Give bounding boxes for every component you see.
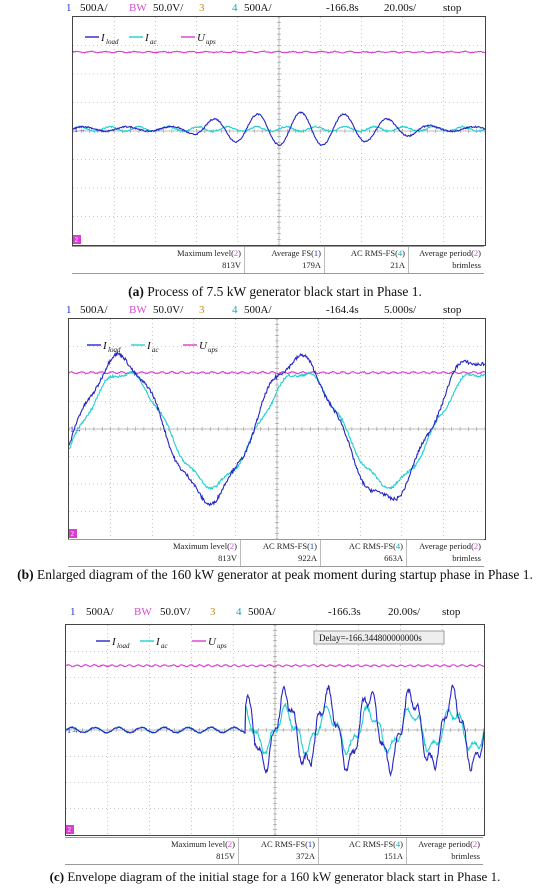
measurement-3: AC RMS-FS(4) 151A: [318, 838, 406, 864]
ch2-ground-marker: [69, 529, 77, 538]
ch2-scale: 50.0V/: [153, 304, 184, 316]
panel-c: 1 500A/ BW 50.0V/ 3 4 500A/ -166.3s 20.0…: [0, 604, 550, 889]
legend-subscript-ac: ac: [150, 38, 158, 46]
ch3-number: 3: [199, 2, 205, 14]
measurement-4: Average period(2) brimless: [406, 838, 483, 864]
ch3-number: 3: [210, 606, 216, 618]
bw-label: BW: [134, 606, 152, 618]
legend-label-ups: U: [199, 340, 208, 352]
legend-subscript-ups: ups: [208, 346, 218, 354]
measurement-3: AC RMS-FS(4) 21A: [324, 247, 408, 273]
legend-subscript-ups: ups: [206, 38, 216, 46]
ch1-marker: 1→: [70, 425, 82, 434]
run-state: stop: [443, 2, 462, 14]
legend-subscript-ac: ac: [161, 642, 169, 650]
delay-text: Delay=-166.344800000000s: [319, 633, 422, 643]
run-state: stop: [443, 304, 462, 316]
caption-b: (b) Enlarged diagram of the 160 kW gener…: [17, 567, 533, 582]
measurement-bar: Maximum level(2) 813V AC RMS-FS(1) 922A …: [68, 539, 484, 567]
measurement-2: AC RMS-FS(1) 372A: [238, 838, 318, 864]
ch2-marker-label: 2: [68, 826, 72, 834]
legend-label-ac: I: [146, 340, 152, 352]
panel-b: 1 500A/ BW 50.0V/ 3 4 500A/ -164.4s 5.00…: [0, 302, 550, 592]
scope-header: 1 500A/ BW 50.0V/ 3 4 500A/ -166.8s 20.0…: [66, 0, 476, 18]
ch2-marker-label: 2: [71, 530, 75, 538]
scope-header: 1 500A/ BW 50.0V/ 3 4 500A/ -164.4s 5.00…: [66, 302, 476, 320]
trigger-time: -166.3s: [328, 606, 361, 618]
legend-label-ac: I: [155, 636, 161, 648]
legend-subscript-ups: ups: [217, 642, 227, 650]
ch1-scale: 500A/: [80, 304, 108, 316]
measurement-max-level: Maximum level(2) 815V: [171, 839, 235, 861]
timebase: 20.00s/: [384, 2, 417, 14]
ch4-number: 4: [232, 304, 238, 316]
ch4-scale: 500A/: [244, 2, 272, 14]
measurement-2: AC RMS-FS(1) 922A: [240, 540, 320, 566]
legend-label-load: I: [102, 340, 108, 352]
measurement-2: Average FS(1) 179A: [244, 247, 324, 273]
bw-label: BW: [129, 2, 147, 14]
ch3-number: 3: [199, 304, 205, 316]
legend-subscript-ac: ac: [152, 346, 160, 354]
trace-i-load: [65, 684, 485, 778]
measurement-bar: Maximum level(2) 813V Average FS(1) 179A…: [72, 246, 484, 274]
ch1-number: 1: [70, 606, 76, 618]
scope-header: 1 500A/ BW 50.0V/ 3 4 500A/ -166.3s 20.0…: [70, 604, 490, 622]
bw-label: BW: [129, 304, 147, 316]
ch2-scale: 50.0V/: [160, 606, 191, 618]
legend-label-load: I: [111, 636, 117, 648]
delay-box: [313, 630, 445, 645]
ch4-number: 4: [232, 2, 238, 14]
trigger-time: -166.8s: [326, 2, 359, 14]
measurement-max-level: Maximum level(2) 813V: [173, 541, 237, 563]
measurement-4: Average period(2) brimless: [406, 540, 484, 566]
ch1-number: 1: [66, 304, 72, 316]
legend-subscript-load: load: [108, 346, 121, 354]
run-state: stop: [442, 606, 461, 618]
trace-u-ups: [65, 663, 485, 668]
measurement-3: AC RMS-FS(4) 663A: [320, 540, 406, 566]
ch1-marker: 1→: [67, 726, 79, 735]
trace-i-load: [68, 350, 486, 507]
measurement-bar: Maximum level(2) 815V AC RMS-FS(1) 372A …: [65, 837, 483, 865]
caption-a: (a) Process of 7.5 kW generator black st…: [128, 284, 422, 299]
legend-label-ac: I: [144, 32, 150, 44]
legend-label-ups: U: [197, 32, 206, 44]
trigger-time: -164.4s: [326, 304, 359, 316]
timebase: 5.000s/: [384, 304, 417, 316]
ch1-number: 1: [66, 2, 72, 14]
caption-c: (c) Envelope diagram of the initial stag…: [49, 869, 501, 884]
legend-subscript-load: load: [106, 38, 119, 46]
ch2-ground-marker: [73, 235, 81, 244]
trace-u-ups: [68, 370, 486, 375]
ch2-scale: 50.0V/: [153, 2, 184, 14]
measurement-max-level: Maximum level(2) 813V: [177, 248, 241, 270]
ch4-scale: 500A/: [244, 304, 272, 316]
ch2-ground-marker: [66, 825, 74, 834]
ch1-scale: 500A/: [80, 2, 108, 14]
measurement-4: Average period(2) brimless: [408, 247, 484, 273]
legend-subscript-load: load: [117, 642, 130, 650]
trace-i-load: [72, 111, 486, 147]
ch1-scale: 500A/: [86, 606, 114, 618]
trace-u-ups: [72, 50, 486, 54]
legend-label-load: I: [100, 32, 106, 44]
ch2-marker-label: 2: [75, 236, 79, 244]
timebase: 20.00s/: [388, 606, 421, 618]
ch1-marker: 1→: [74, 125, 86, 134]
panel-a: 1 500A/ BW 50.0V/ 3 4 500A/ -166.8s 20.0…: [0, 0, 550, 305]
ch4-number: 4: [236, 606, 242, 618]
legend-label-ups: U: [208, 636, 217, 648]
ch4-scale: 500A/: [248, 606, 276, 618]
